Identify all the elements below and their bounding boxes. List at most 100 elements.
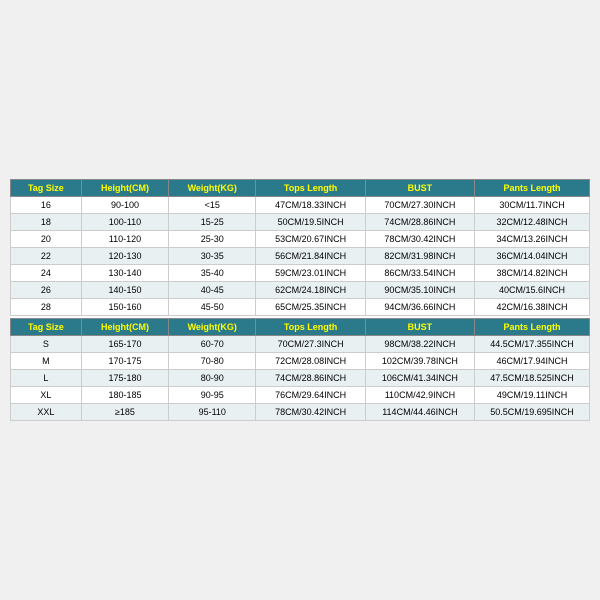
- table-cell: 72CM/28.08INCH: [256, 353, 365, 370]
- table-cell: 36CM/14.04INCH: [475, 248, 590, 265]
- table-cell: 74CM/28.86INCH: [256, 370, 365, 387]
- table-cell: ≥185: [81, 404, 168, 421]
- table-cell: 25-30: [169, 231, 256, 248]
- header-weight: Weight(KG): [169, 319, 256, 336]
- table-cell: S: [11, 336, 82, 353]
- table-cell: 50CM/19.5INCH: [256, 214, 365, 231]
- table-cell: 76CM/29.64INCH: [256, 387, 365, 404]
- kids-size-table: Tag Size Height(CM) Weight(KG) Tops Leng…: [10, 179, 590, 316]
- table-row: XL180-18590-9576CM/29.64INCH110CM/42.9IN…: [11, 387, 590, 404]
- header-tag-size: Tag Size: [11, 180, 82, 197]
- table-cell: 98CM/38.22INCH: [365, 336, 474, 353]
- table-cell: 90CM/35.10INCH: [365, 282, 474, 299]
- table-cell: 74CM/28.86INCH: [365, 214, 474, 231]
- table-cell: 90-100: [81, 197, 168, 214]
- table-cell: 106CM/41.34INCH: [365, 370, 474, 387]
- table-cell: 130-140: [81, 265, 168, 282]
- header-tops-length: Tops Length: [256, 319, 365, 336]
- table-cell: 40CM/15.6INCH: [475, 282, 590, 299]
- table-cell: 40-45: [169, 282, 256, 299]
- table-cell: 165-170: [81, 336, 168, 353]
- table-row: XXL≥18595-11078CM/30.42INCH114CM/44.46IN…: [11, 404, 590, 421]
- table-cell: 56CM/21.84INCH: [256, 248, 365, 265]
- table-cell: 60-70: [169, 336, 256, 353]
- header-height: Height(CM): [81, 319, 168, 336]
- table-cell: 28: [11, 299, 82, 316]
- table-cell: <15: [169, 197, 256, 214]
- table-cell: 24: [11, 265, 82, 282]
- table-row: 28150-16045-5065CM/25.35INCH94CM/36.66IN…: [11, 299, 590, 316]
- table-cell: 30-35: [169, 248, 256, 265]
- table-row: 26140-15040-4562CM/24.18INCH90CM/35.10IN…: [11, 282, 590, 299]
- table-cell: 180-185: [81, 387, 168, 404]
- table-cell: 30CM/11.7INCH: [475, 197, 590, 214]
- table-cell: 18: [11, 214, 82, 231]
- table-row: 18100-11015-2550CM/19.5INCH74CM/28.86INC…: [11, 214, 590, 231]
- table-cell: 82CM/31.98INCH: [365, 248, 474, 265]
- table-cell: M: [11, 353, 82, 370]
- table-cell: XL: [11, 387, 82, 404]
- table-cell: 70CM/27.30INCH: [365, 197, 474, 214]
- header-height: Height(CM): [81, 180, 168, 197]
- table-cell: 22: [11, 248, 82, 265]
- table-row: 22120-13030-3556CM/21.84INCH82CM/31.98IN…: [11, 248, 590, 265]
- table-row: S165-17060-7070CM/27.3INCH98CM/38.22INCH…: [11, 336, 590, 353]
- table-cell: 46CM/17.94INCH: [475, 353, 590, 370]
- table-cell: 70CM/27.3INCH: [256, 336, 365, 353]
- table-row: M170-17570-8072CM/28.08INCH102CM/39.78IN…: [11, 353, 590, 370]
- header-weight: Weight(KG): [169, 180, 256, 197]
- table-cell: 120-130: [81, 248, 168, 265]
- header-pants-length: Pants Length: [475, 319, 590, 336]
- header-bust: BUST: [365, 180, 474, 197]
- table-cell: 47CM/18.33INCH: [256, 197, 365, 214]
- table-cell: 50.5CM/19.695INCH: [475, 404, 590, 421]
- table-cell: 114CM/44.46INCH: [365, 404, 474, 421]
- table-cell: 140-150: [81, 282, 168, 299]
- table-cell: 70-80: [169, 353, 256, 370]
- table-header-row: Tag Size Height(CM) Weight(KG) Tops Leng…: [11, 180, 590, 197]
- header-tag-size: Tag Size: [11, 319, 82, 336]
- table-row: L175-18080-9074CM/28.86INCH106CM/41.34IN…: [11, 370, 590, 387]
- table-cell: 38CM/14.82INCH: [475, 265, 590, 282]
- table-cell: L: [11, 370, 82, 387]
- table-cell: 59CM/23.01INCH: [256, 265, 365, 282]
- table-row: 1690-100<1547CM/18.33INCH70CM/27.30INCH3…: [11, 197, 590, 214]
- table-cell: 62CM/24.18INCH: [256, 282, 365, 299]
- table-cell: 44.5CM/17.355INCH: [475, 336, 590, 353]
- header-pants-length: Pants Length: [475, 180, 590, 197]
- size-chart-container: Tag Size Height(CM) Weight(KG) Tops Leng…: [10, 179, 590, 421]
- table-cell: 15-25: [169, 214, 256, 231]
- header-bust: BUST: [365, 319, 474, 336]
- table-header-row: Tag Size Height(CM) Weight(KG) Tops Leng…: [11, 319, 590, 336]
- table-cell: XXL: [11, 404, 82, 421]
- table-cell: 65CM/25.35INCH: [256, 299, 365, 316]
- table-cell: 110CM/42.9INCH: [365, 387, 474, 404]
- table-cell: 86CM/33.54INCH: [365, 265, 474, 282]
- table-cell: 80-90: [169, 370, 256, 387]
- table-cell: 78CM/30.42INCH: [256, 404, 365, 421]
- header-tops-length: Tops Length: [256, 180, 365, 197]
- adult-size-table: Tag Size Height(CM) Weight(KG) Tops Leng…: [10, 318, 590, 421]
- table-cell: 16: [11, 197, 82, 214]
- table-cell: 100-110: [81, 214, 168, 231]
- table-cell: 150-160: [81, 299, 168, 316]
- table-cell: 90-95: [169, 387, 256, 404]
- table-row: 20110-12025-3053CM/20.67INCH78CM/30.42IN…: [11, 231, 590, 248]
- table-cell: 170-175: [81, 353, 168, 370]
- table-cell: 95-110: [169, 404, 256, 421]
- kids-table-body: 1690-100<1547CM/18.33INCH70CM/27.30INCH3…: [11, 197, 590, 316]
- table-cell: 53CM/20.67INCH: [256, 231, 365, 248]
- table-cell: 94CM/36.66INCH: [365, 299, 474, 316]
- table-cell: 45-50: [169, 299, 256, 316]
- table-cell: 78CM/30.42INCH: [365, 231, 474, 248]
- table-cell: 49CM/19.11INCH: [475, 387, 590, 404]
- table-cell: 47.5CM/18.525INCH: [475, 370, 590, 387]
- table-cell: 32CM/12.48INCH: [475, 214, 590, 231]
- table-cell: 110-120: [81, 231, 168, 248]
- table-cell: 20: [11, 231, 82, 248]
- table-cell: 102CM/39.78INCH: [365, 353, 474, 370]
- table-cell: 42CM/16.38INCH: [475, 299, 590, 316]
- adult-table-body: S165-17060-7070CM/27.3INCH98CM/38.22INCH…: [11, 336, 590, 421]
- table-cell: 175-180: [81, 370, 168, 387]
- table-cell: 34CM/13.26INCH: [475, 231, 590, 248]
